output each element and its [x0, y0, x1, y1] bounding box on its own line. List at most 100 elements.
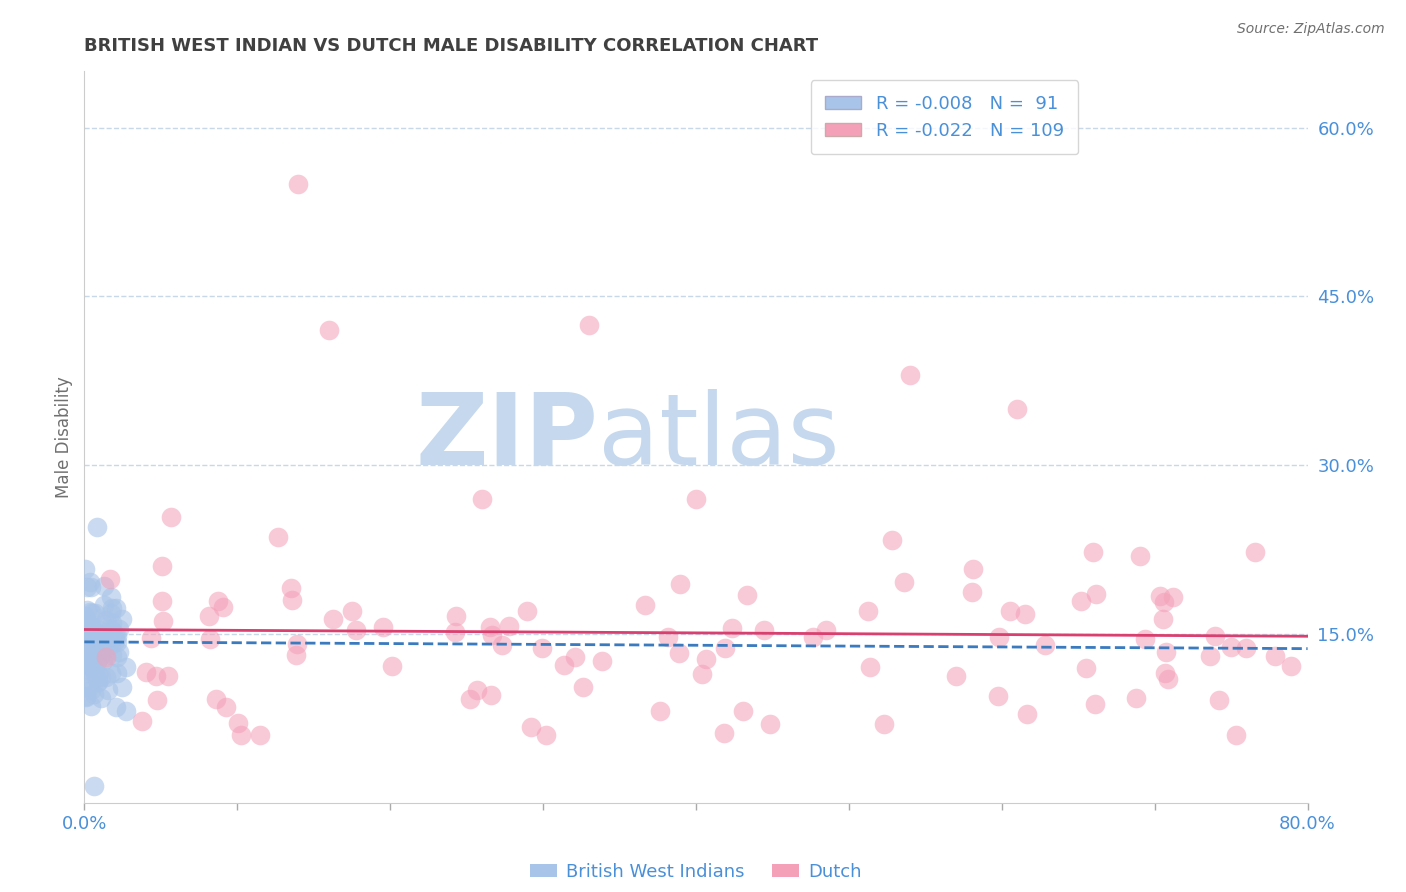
Point	[893, 575, 915, 590]
Point	[150, 593, 173, 607]
Point	[104, 700, 127, 714]
Point	[108, 645, 131, 659]
Point	[1084, 698, 1107, 712]
Point	[1161, 590, 1184, 604]
Point	[1156, 672, 1178, 686]
Point	[104, 633, 127, 648]
Point	[139, 632, 162, 646]
Point	[75, 615, 97, 629]
Point	[198, 632, 221, 646]
Point	[156, 669, 179, 683]
Point	[86, 520, 108, 534]
Point	[93, 616, 115, 631]
Point	[801, 630, 824, 644]
Point	[344, 624, 367, 638]
Point	[197, 609, 219, 624]
Point	[76, 602, 98, 616]
Point	[83, 648, 105, 662]
Point	[205, 692, 228, 706]
Point	[516, 604, 538, 618]
Point	[1152, 612, 1174, 626]
Point	[465, 683, 488, 698]
Point	[80, 653, 103, 667]
Point	[96, 626, 118, 640]
Point	[898, 368, 921, 383]
Point	[93, 579, 115, 593]
Point	[80, 619, 103, 633]
Point	[231, 728, 253, 742]
Point	[100, 606, 122, 620]
Point	[75, 689, 97, 703]
Point	[115, 660, 138, 674]
Point	[318, 323, 340, 337]
Point	[77, 642, 100, 657]
Point	[1014, 607, 1036, 621]
Point	[572, 681, 595, 695]
Point	[83, 687, 105, 701]
Point	[98, 572, 121, 586]
Point	[695, 652, 717, 666]
Point	[444, 609, 467, 624]
Point	[97, 683, 120, 698]
Point	[96, 649, 118, 664]
Point	[1234, 640, 1257, 655]
Point	[690, 667, 713, 681]
Point	[77, 662, 100, 676]
Point	[1225, 728, 1247, 742]
Point	[145, 669, 167, 683]
Point	[79, 625, 101, 640]
Point	[80, 581, 103, 595]
Point	[76, 580, 98, 594]
Point	[87, 674, 110, 689]
Point	[86, 622, 108, 636]
Point	[86, 632, 108, 646]
Point	[101, 600, 124, 615]
Text: BRITISH WEST INDIAN VS DUTCH MALE DISABILITY CORRELATION CHART: BRITISH WEST INDIAN VS DUTCH MALE DISABI…	[84, 37, 818, 54]
Point	[100, 622, 122, 636]
Point	[322, 612, 344, 626]
Point	[873, 717, 896, 731]
Point	[101, 648, 124, 662]
Point	[100, 590, 122, 604]
Point	[856, 604, 879, 618]
Point	[564, 649, 586, 664]
Point	[79, 605, 101, 619]
Point	[79, 659, 101, 673]
Point	[859, 659, 882, 673]
Point	[285, 637, 308, 651]
Point	[714, 641, 737, 656]
Point	[76, 656, 98, 670]
Point	[75, 562, 97, 576]
Point	[76, 656, 98, 670]
Point	[105, 665, 128, 680]
Point	[444, 625, 467, 640]
Point	[1133, 632, 1156, 647]
Point	[87, 674, 110, 689]
Point	[104, 601, 127, 615]
Point	[215, 699, 238, 714]
Point	[266, 530, 288, 544]
Point	[685, 491, 707, 506]
Point	[83, 632, 105, 647]
Point	[1154, 645, 1177, 659]
Point	[962, 562, 984, 576]
Point	[373, 620, 395, 634]
Point	[758, 717, 780, 731]
Point	[519, 720, 541, 734]
Point	[90, 690, 112, 705]
Point	[100, 638, 122, 652]
Point	[75, 640, 97, 655]
Point	[735, 588, 758, 602]
Point	[1035, 638, 1057, 652]
Point	[80, 683, 103, 698]
Point	[79, 648, 101, 662]
Point	[77, 665, 100, 680]
Point	[471, 491, 494, 506]
Point	[721, 622, 744, 636]
Point	[108, 622, 131, 636]
Point	[281, 592, 304, 607]
Point	[83, 625, 105, 640]
Point	[150, 558, 173, 573]
Point	[90, 670, 112, 684]
Point	[131, 714, 153, 729]
